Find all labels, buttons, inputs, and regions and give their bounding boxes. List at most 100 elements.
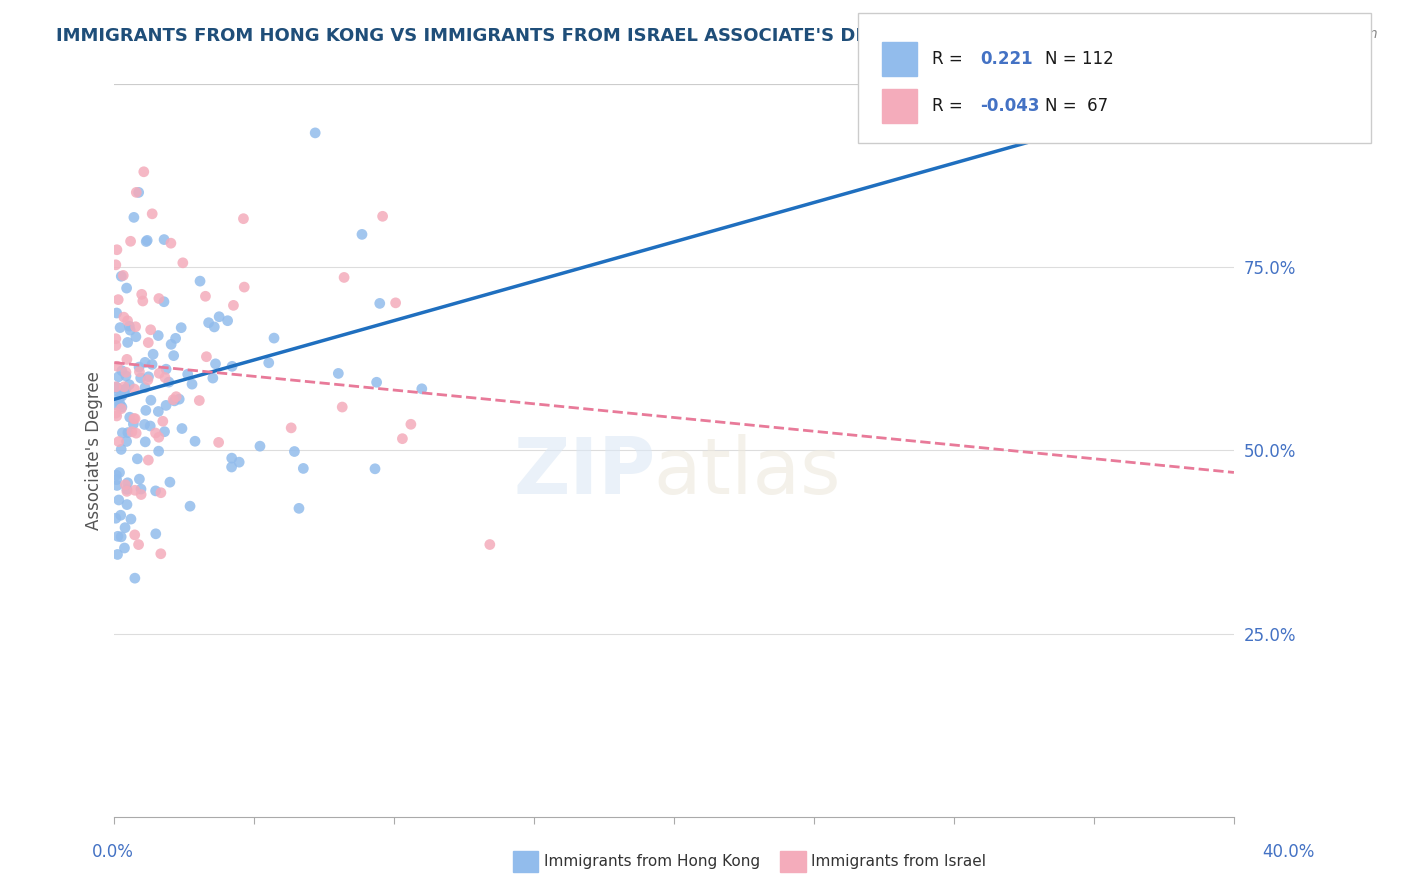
Point [136, 233, 159, 247]
Point [350, 227, 373, 242]
Point [115, 434, 138, 449]
Point [124, 382, 146, 396]
Point [110, 442, 132, 457]
Point [117, 425, 139, 440]
Point [135, 235, 157, 249]
Point [145, 425, 167, 440]
Point [108, 466, 131, 480]
Point [122, 417, 145, 431]
Point [177, 368, 200, 382]
Point [108, 320, 131, 334]
Point [115, 365, 138, 379]
Point [163, 393, 186, 408]
Point [207, 435, 229, 450]
Point [153, 294, 176, 309]
Point [153, 233, 176, 247]
Point [104, 511, 127, 525]
Point [263, 331, 285, 345]
Point [153, 370, 176, 384]
Point [107, 369, 129, 384]
Point [125, 426, 148, 441]
Point [136, 373, 159, 387]
Point [165, 331, 187, 345]
Point [105, 380, 128, 394]
Point [221, 451, 243, 466]
Point [155, 398, 177, 412]
Point [139, 323, 162, 337]
Point [138, 453, 160, 467]
Point [108, 391, 131, 405]
Point [129, 482, 152, 496]
Point [160, 236, 183, 251]
Point [399, 417, 422, 432]
Y-axis label: Associate's Degree: Associate's Degree [86, 371, 103, 530]
Point [364, 462, 387, 476]
Point [280, 421, 302, 435]
Point [104, 338, 127, 352]
Point [221, 359, 243, 374]
Point [170, 421, 193, 435]
Point [114, 477, 136, 491]
Point [105, 468, 128, 483]
Point [134, 417, 156, 432]
Point [110, 508, 132, 523]
Point [107, 529, 129, 543]
Point [105, 473, 128, 487]
Point [134, 434, 156, 449]
Point [124, 319, 146, 334]
Point [145, 483, 167, 498]
Point [112, 268, 135, 283]
Text: Immigrants from Israel: Immigrants from Israel [811, 855, 986, 869]
Point [194, 289, 217, 303]
Point [132, 293, 155, 308]
Point [228, 455, 250, 469]
Point [105, 478, 128, 492]
Point [128, 472, 150, 486]
Point [105, 243, 128, 257]
Text: Immigrants from Hong Kong: Immigrants from Hong Kong [544, 855, 761, 869]
Text: ZIP: ZIP [513, 434, 655, 510]
Point [139, 419, 162, 434]
Point [148, 328, 170, 343]
Point [120, 323, 142, 337]
Point [120, 234, 142, 248]
Point [129, 371, 152, 385]
Point [114, 383, 136, 397]
Point [138, 369, 160, 384]
Point [128, 365, 150, 379]
Point [149, 547, 172, 561]
Point [115, 484, 138, 499]
Point [107, 548, 129, 562]
Text: 0.0%: 0.0% [91, 843, 134, 861]
Text: 40.0%: 40.0% [1263, 843, 1315, 861]
Point [122, 411, 145, 425]
Point [197, 316, 219, 330]
Point [131, 287, 153, 301]
Point [125, 329, 148, 343]
Point [111, 400, 134, 414]
Point [304, 126, 326, 140]
Point [118, 410, 141, 425]
Point [115, 382, 138, 396]
Point [132, 165, 155, 179]
Point [124, 528, 146, 542]
Point [114, 521, 136, 535]
Text: R =: R = [932, 97, 969, 115]
Point [127, 451, 149, 466]
Point [292, 461, 315, 475]
Point [148, 367, 170, 381]
Text: Source: ZipAtlas.com: Source: ZipAtlas.com [1230, 27, 1378, 41]
Point [148, 404, 170, 418]
Point [110, 269, 132, 284]
Point [249, 439, 271, 453]
Point [124, 483, 146, 498]
Point [368, 296, 391, 310]
Point [117, 335, 139, 350]
Point [149, 485, 172, 500]
Point [136, 335, 159, 350]
Point [148, 292, 170, 306]
Point [104, 381, 127, 395]
Point [222, 298, 245, 312]
Text: -0.043: -0.043 [980, 97, 1039, 115]
Point [105, 381, 128, 395]
